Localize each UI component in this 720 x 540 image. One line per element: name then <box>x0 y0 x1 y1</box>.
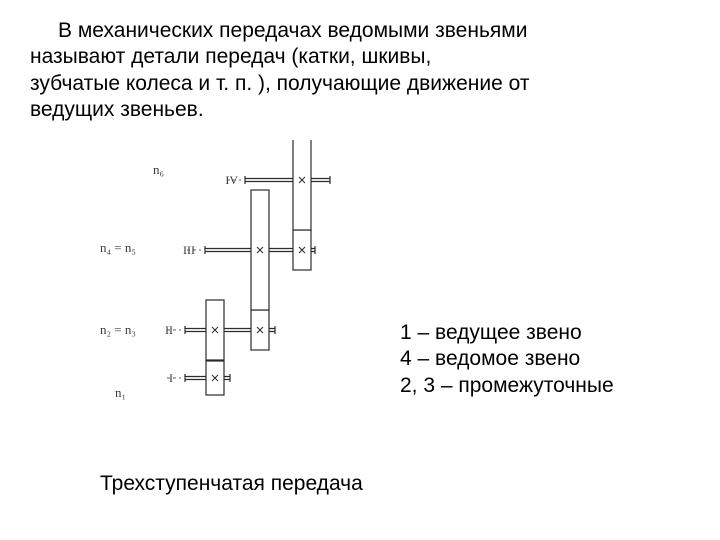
shaft-roman-label: II <box>157 323 173 338</box>
shaft-speed-label: n₁ <box>115 385 126 401</box>
shaft-roman-label: III <box>179 243 195 258</box>
shaft-roman-label: IV <box>222 173 238 188</box>
shaft-speed-label: n₂ = n₃ <box>100 322 136 338</box>
shaft-speed-label: n₄ = n₅ <box>100 240 136 256</box>
para-line-4: ведущих звеньев. <box>30 98 204 121</box>
para-line-1: В механических передачах ведомыми звенья… <box>58 19 527 42</box>
para-line-3: зубчатые колеса и т. п. ), получающие дв… <box>30 72 529 95</box>
shaft-roman-label: I <box>157 371 173 386</box>
legend-line-3: 2, 3 – промежуточные <box>400 373 614 399</box>
legend-line-1: 1 – ведущее звено <box>400 320 614 346</box>
legend-line-2: 4 – ведомое звено <box>400 346 614 372</box>
intro-paragraph: В механических передачах ведомыми звенья… <box>30 18 630 123</box>
gear-diagram: n₁ In₂ = n₃ II n₄ = n₅ III n₆ IV <box>85 140 375 430</box>
legend: 1 – ведущее звено 4 – ведомое звено 2, 3… <box>400 320 614 399</box>
para-line-2: называют детали передач (катки, шкивы, <box>30 45 431 68</box>
diagram-caption: Трехступенчатая передача <box>100 472 363 496</box>
shaft-speed-label: n₆ <box>153 162 164 178</box>
